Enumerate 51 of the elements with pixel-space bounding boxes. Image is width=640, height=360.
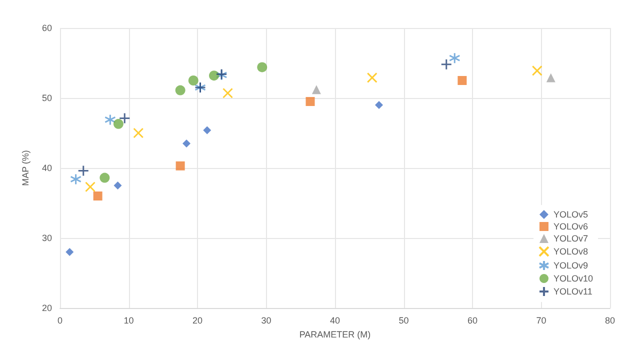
y-tick-label: 20	[42, 303, 52, 313]
legend-label: YOLOv6	[553, 222, 588, 232]
legend-label: YOLOv5	[553, 210, 588, 220]
x-tick-label: 20	[192, 316, 203, 326]
point	[118, 112, 130, 124]
point	[188, 76, 198, 86]
y-tick-label: 60	[42, 23, 52, 33]
point	[532, 65, 542, 76]
point	[100, 172, 110, 183]
legend-label: YOLOv10	[553, 274, 594, 284]
point	[203, 126, 212, 134]
point	[448, 52, 460, 64]
point	[312, 85, 321, 94]
point	[306, 97, 315, 106]
x-tick-label: 80	[604, 316, 616, 326]
point	[85, 182, 96, 192]
point	[546, 73, 556, 82]
point	[133, 128, 144, 138]
y-tick-label: 40	[42, 163, 52, 173]
point	[458, 76, 467, 85]
point	[93, 192, 102, 200]
y-tick-label: 30	[42, 233, 52, 243]
legend-label: YOLOv8	[553, 246, 588, 256]
y-tick-label: 50	[42, 93, 52, 103]
x-tick-label: 50	[398, 316, 409, 326]
point	[78, 165, 90, 177]
x-tick-label: 70	[536, 316, 546, 326]
point	[366, 72, 378, 83]
point	[66, 248, 74, 256]
point	[209, 70, 219, 81]
x-tick-label: 10	[124, 316, 134, 326]
point	[222, 88, 233, 98]
x-tick-label: 40	[330, 316, 340, 326]
x-tick-label: 60	[467, 316, 478, 326]
legend-label: YOLOv7	[553, 234, 588, 244]
point	[182, 140, 190, 148]
point	[440, 58, 452, 70]
point	[114, 182, 122, 190]
legend-label: YOLOv9	[553, 260, 588, 270]
point	[375, 101, 383, 109]
point	[70, 173, 82, 185]
point	[257, 62, 268, 72]
x-tick-label: 0	[57, 316, 63, 326]
legend-label: YOLOv11	[553, 286, 592, 296]
point	[104, 114, 116, 126]
point	[175, 85, 186, 96]
x-axis-title: PARAMETER (M)	[299, 330, 371, 340]
y-axis-title: MAP (%)	[20, 150, 30, 186]
point	[176, 161, 185, 170]
point	[113, 118, 124, 129]
x-tick-label: 30	[261, 316, 272, 326]
